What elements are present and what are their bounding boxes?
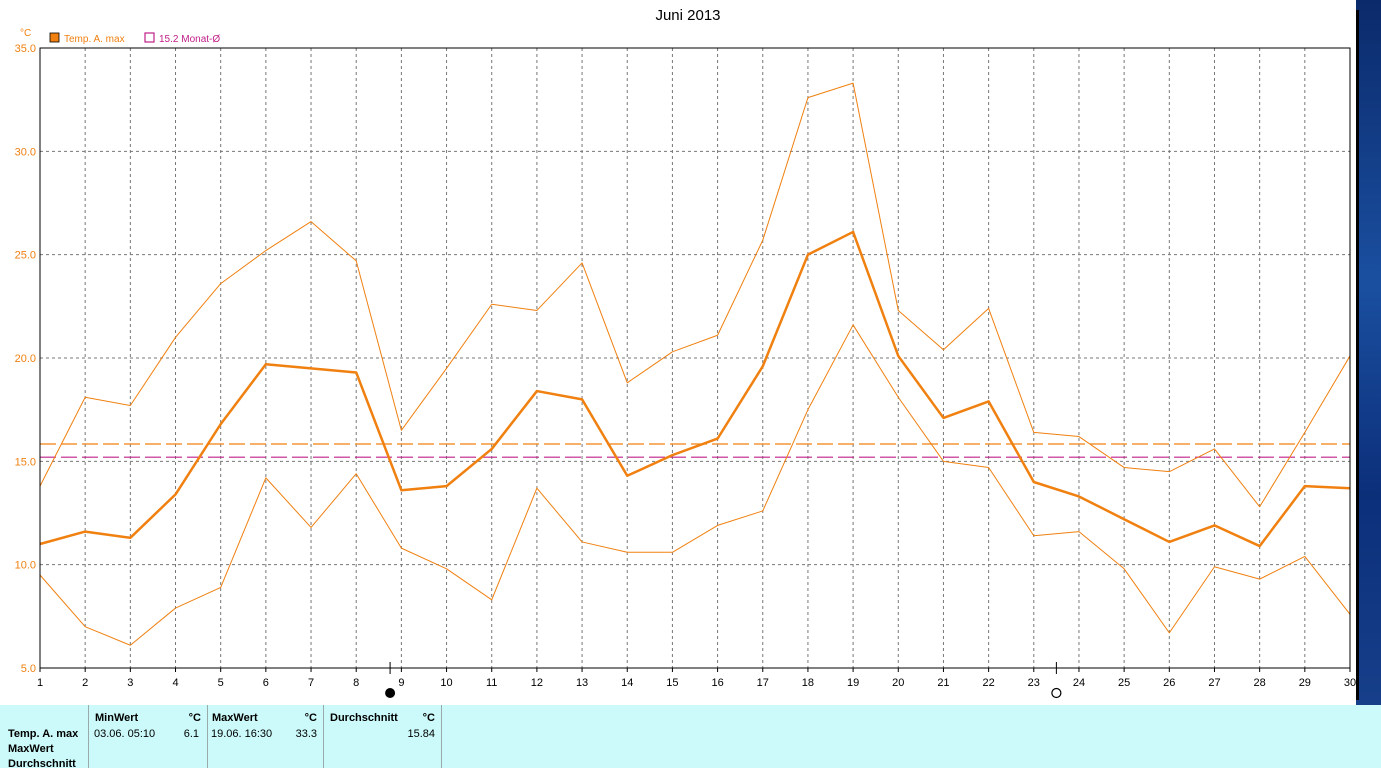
min-date: 03.06. 05:10 [94,728,156,740]
y-tick-label: 20.0 [15,353,36,365]
series-line-secondary [39,82,1351,508]
plot-frame [39,47,1351,669]
y-tick-label: 10.0 [15,560,36,572]
moon-phases [385,662,1062,699]
row-label-max: MaxWert [8,743,54,755]
max-cell: MaxWert °C 19.06. 16:30 33.3 [207,705,324,768]
x-tick-label: 23 [1028,677,1040,689]
x-tick-label: 18 [802,677,814,689]
avg-header: Durchschnitt [330,712,398,724]
min-unit: °C [188,712,201,724]
min-header: MinWert [95,712,139,724]
grid [40,48,1350,668]
y-tick-label: 15.0 [15,456,36,468]
x-tick-label: 15 [666,677,678,689]
max-date: 19.06. 16:30 [211,728,273,740]
x-tick-label: 10 [440,677,452,689]
legend-swatch-filled [49,32,60,43]
min-value: 6.1 [183,728,199,740]
row-label-avg: Durchschnitt [8,758,76,770]
legend-swatch-hollow [144,32,155,43]
row-label-temp: Temp. A. max [8,728,79,740]
x-tick-label: 21 [937,677,949,689]
series-line-secondary [39,324,1351,646]
x-tick-label: 16 [711,677,723,689]
x-tick-label: 17 [757,677,769,689]
chart-title: Juni 2013 [655,7,720,24]
x-tick-label: 30 [1344,677,1356,689]
max-header: MaxWert [212,712,258,724]
window-edge [1356,0,1381,705]
x-tick-label: 1 [37,677,43,689]
avg-value: 15.84 [407,728,435,740]
x-tick-label: 8 [353,677,359,689]
y-tick-label: 5.0 [21,663,36,675]
x-tick-label: 9 [398,677,404,689]
x-tick-label: 22 [982,677,994,689]
reference-lines [40,443,1350,458]
x-axis-ticks: 1 2 3 4 5 6 7 8 9 10 11 12 13 14 15 16 17 18 19 20 21 22 23 24 2… [37,668,1356,689]
x-tick-label: 24 [1073,677,1085,689]
max-value: 33.3 [295,728,317,740]
x-tick-label: 27 [1208,677,1220,689]
y-tick-label: 30.0 [15,146,36,158]
min-cell: MinWert °C 03.06. 05:10 6.1 [88,705,208,768]
y-axis-unit: °C [20,28,31,39]
y-tick-label: 25.0 [15,250,36,262]
x-tick-label: 4 [172,677,178,689]
max-unit: °C [304,712,317,724]
stats-panel: Temp. A. max MaxWert Durchschnitt MinWer… [0,705,1381,770]
x-tick-label: 26 [1163,677,1175,689]
x-tick-label: 20 [892,677,904,689]
x-tick-label: 12 [531,677,543,689]
full-moon-icon [1051,687,1062,699]
avg-cell: Durchschnitt °C 15.84 [324,705,442,768]
x-tick-label: 5 [218,677,224,689]
x-tick-label: 6 [263,677,269,689]
series-line-main [39,230,1351,548]
x-tick-label: 14 [621,677,633,689]
x-tick-label: 28 [1254,677,1266,689]
x-tick-label: 2 [82,677,88,689]
x-tick-label: 25 [1118,677,1130,689]
x-tick-label: 29 [1299,677,1311,689]
chart: Juni 2013 °C Temp. A. max 15.2 Monat-Ø 35… [15,7,1356,699]
new-moon-icon [385,688,396,698]
legend: Temp. A. max 15.2 Monat-Ø [49,32,220,45]
legend-label: 15.2 Monat-Ø [159,34,220,45]
y-tick-label: 35.0 [15,43,36,55]
x-tick-label: 7 [308,677,314,689]
x-tick-label: 11 [486,677,497,689]
y-axis-ticks: 35.0 30.0 25.0 20.0 15.0 10.0 5.0 [15,43,36,675]
x-tick-label: 3 [127,677,133,689]
legend-label: Temp. A. max [64,34,125,45]
avg-unit: °C [422,712,435,724]
x-tick-label: 13 [576,677,588,689]
x-tick-label: 19 [847,677,859,689]
series-lines [39,82,1351,646]
